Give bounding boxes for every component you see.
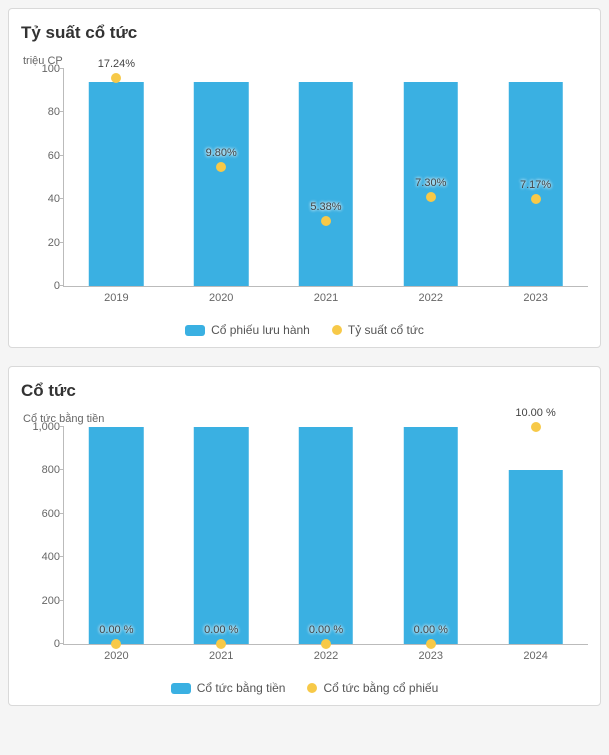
y-tick-label: 600 — [22, 508, 60, 520]
bar — [194, 427, 248, 644]
marker-dot — [216, 162, 226, 172]
x-axis: 20192020202120222023 — [64, 288, 588, 308]
legend-swatch-dot — [332, 325, 342, 335]
y-tick-label: 100 — [22, 63, 60, 75]
chart-title: Cổ tức — [21, 381, 588, 401]
marker-label: 7.30% — [415, 177, 446, 189]
marker-label: 7.17% — [520, 179, 551, 191]
y-axis-label: Cổ tức bằng tiền — [23, 413, 588, 425]
legend-item: Tỷ suất cổ tức — [332, 323, 424, 337]
marker-label: 17.24% — [98, 58, 135, 70]
bar-slot: 5.38% — [274, 69, 379, 286]
x-tick-label: 2019 — [64, 288, 169, 308]
marker-dot — [216, 639, 226, 649]
legend-item: Cổ tức bằng cổ phiếu — [307, 681, 438, 695]
bar-slot: 10.00 % — [483, 427, 588, 644]
x-tick-label: 2021 — [274, 288, 379, 308]
x-tick-label: 2020 — [64, 646, 169, 666]
chart-area: 0204060801002019202020212022202317.24%9.… — [21, 69, 588, 309]
x-tick-label: 2023 — [483, 288, 588, 308]
marker-dot — [531, 194, 541, 204]
x-tick-label: 2022 — [378, 288, 483, 308]
bar — [89, 82, 143, 286]
legend: Cổ tức bằng tiền Cổ tức bằng cổ phiếu — [21, 681, 588, 695]
legend-label: Cổ phiếu lưu hành — [211, 323, 310, 337]
marker-label: 0.00 % — [414, 624, 448, 636]
x-tick-label: 2024 — [483, 646, 588, 666]
x-tick-label: 2022 — [274, 646, 379, 666]
bar-slot: 0.00 % — [378, 427, 483, 644]
y-tick-label: 0 — [22, 280, 60, 292]
x-axis: 20202021202220232024 — [64, 646, 588, 666]
marker-dot — [111, 73, 121, 83]
bar-slot: 7.30% — [378, 69, 483, 286]
marker-dot — [111, 639, 121, 649]
marker-dot — [426, 192, 436, 202]
y-tick-label: 1,000 — [22, 421, 60, 433]
plot-area: 02004006008001,000202020212022202320240.… — [63, 427, 588, 645]
bar-slot: 9.80% — [169, 69, 274, 286]
y-tick-label: 80 — [22, 106, 60, 118]
y-tick-label: 20 — [22, 237, 60, 249]
marker-dot — [531, 422, 541, 432]
y-tick-label: 400 — [22, 551, 60, 563]
bar — [89, 427, 143, 644]
chart-title: Tỷ suất cổ tức — [21, 23, 588, 43]
marker-dot — [426, 639, 436, 649]
y-tick-label: 60 — [22, 150, 60, 162]
marker-label: 9.80% — [206, 147, 237, 159]
bars-container: 0.00 % 0.00 % 0.00 % 0.00 % 10.00 % — [64, 427, 588, 644]
y-tick-label: 200 — [22, 595, 60, 607]
legend-item: Cổ phiếu lưu hành — [185, 323, 310, 337]
x-tick-label: 2020 — [169, 288, 274, 308]
marker-label: 0.00 % — [309, 624, 343, 636]
marker-dot — [321, 216, 331, 226]
bar-slot: 7.17% — [483, 69, 588, 286]
bars-container: 17.24% 9.80% 5.38% 7.30% 7.17% — [64, 69, 588, 286]
y-tick-label: 40 — [22, 193, 60, 205]
legend: Cổ phiếu lưu hành Tỷ suất cổ tức — [21, 323, 588, 337]
bar-slot: 0.00 % — [274, 427, 379, 644]
bar — [299, 82, 353, 286]
bar — [194, 82, 248, 286]
legend-swatch-dot — [307, 683, 317, 693]
bar-slot: 17.24% — [64, 69, 169, 286]
marker-label: 0.00 % — [204, 624, 238, 636]
legend-label: Cổ tức bằng tiền — [197, 681, 286, 695]
marker-label: 10.00 % — [515, 407, 555, 419]
y-tick-label: 0 — [22, 638, 60, 650]
bar — [508, 470, 562, 644]
legend-label: Tỷ suất cổ tức — [348, 323, 424, 337]
x-tick-label: 2023 — [378, 646, 483, 666]
x-tick-label: 2021 — [169, 646, 274, 666]
marker-label: 5.38% — [310, 201, 341, 213]
bar-slot: 0.00 % — [169, 427, 274, 644]
legend-label: Cổ tức bằng cổ phiếu — [323, 681, 438, 695]
plot-area: 0204060801002019202020212022202317.24%9.… — [63, 69, 588, 287]
bar — [299, 427, 353, 644]
legend-swatch-rect — [171, 683, 191, 694]
y-tick-label: 800 — [22, 464, 60, 476]
marker-dot — [321, 639, 331, 649]
chart-card-dividend-yield: Tỷ suất cổ tức triệu CP 0204060801002019… — [8, 8, 601, 348]
legend-item: Cổ tức bằng tiền — [171, 681, 286, 695]
chart-area: 02004006008001,000202020212022202320240.… — [21, 427, 588, 667]
bar-slot: 0.00 % — [64, 427, 169, 644]
chart-card-dividend: Cổ tức Cổ tức bằng tiền 02004006008001,0… — [8, 366, 601, 706]
legend-swatch-rect — [185, 325, 205, 336]
bar — [404, 427, 458, 644]
marker-label: 0.00 % — [99, 624, 133, 636]
